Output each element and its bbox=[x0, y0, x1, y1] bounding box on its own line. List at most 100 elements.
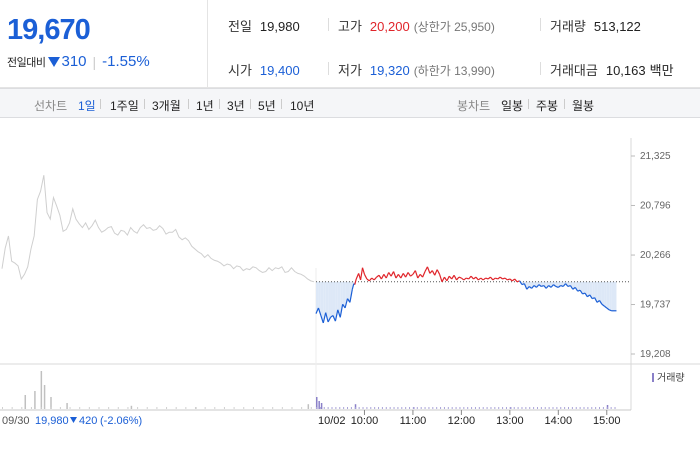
period-5y[interactable]: 5년 bbox=[258, 99, 276, 113]
today-line-segment bbox=[538, 284, 542, 287]
today-line-segment bbox=[555, 285, 559, 288]
volume-bar bbox=[389, 407, 391, 409]
volume-bar bbox=[358, 407, 360, 409]
divider bbox=[328, 18, 329, 31]
volume-bar bbox=[272, 407, 274, 409]
period-1d[interactable]: 1일 bbox=[78, 99, 96, 113]
volume-bar bbox=[420, 407, 422, 409]
candle-chart-label: 봉차트 bbox=[457, 99, 491, 113]
today-line-segment bbox=[526, 286, 530, 290]
period-3y[interactable]: 3년 bbox=[227, 99, 245, 113]
volume-bar bbox=[362, 407, 364, 409]
volume-bar bbox=[591, 407, 593, 409]
below-reference-area bbox=[577, 281, 581, 292]
prev-day-close: 19,980 bbox=[35, 415, 69, 427]
period-monthly[interactable]: 월봉 bbox=[572, 99, 595, 113]
volume-bar bbox=[59, 407, 61, 409]
stat-label: 시가 bbox=[228, 63, 252, 78]
x-tick-label: 15:00 bbox=[593, 415, 621, 427]
today-line-segment bbox=[468, 275, 472, 280]
today-line-segment bbox=[410, 273, 414, 277]
volume-bar bbox=[252, 407, 254, 409]
volume-bar bbox=[525, 407, 527, 409]
volume-bar bbox=[575, 407, 577, 409]
volume-bar bbox=[343, 407, 345, 409]
today-line-segment bbox=[485, 277, 489, 280]
below-reference-area bbox=[534, 281, 537, 288]
below-reference-area bbox=[609, 281, 612, 311]
intraday-chart[interactable]: 21,325 20,796 20,266 19,737 19,208 10:00 11:0… bbox=[0, 118, 700, 450]
y-tick-label: 19,737 bbox=[640, 300, 671, 311]
prev-day-rate: (-2.06%) bbox=[100, 415, 142, 427]
below-reference-area bbox=[604, 281, 607, 308]
period-3m[interactable]: 3개월 bbox=[152, 99, 181, 113]
today-line-segment bbox=[378, 274, 382, 280]
today-line-segment bbox=[531, 285, 535, 289]
stat-label: 전일 bbox=[228, 19, 252, 34]
today-line-segment bbox=[521, 283, 525, 286]
volume-bar bbox=[587, 407, 589, 409]
divider bbox=[564, 99, 565, 109]
volume-bars bbox=[2, 371, 616, 409]
volume-bar bbox=[130, 405, 133, 409]
today-line-segment bbox=[511, 278, 516, 282]
volume-bar bbox=[455, 407, 457, 409]
volume-bar bbox=[490, 407, 492, 409]
today-line-segment bbox=[359, 267, 364, 281]
volume-bar bbox=[568, 407, 569, 409]
volume-bar bbox=[471, 407, 473, 409]
volume-bar bbox=[185, 407, 187, 409]
volume-bar bbox=[474, 407, 476, 409]
volume-bar bbox=[401, 407, 403, 409]
stat-label: 거래대금 bbox=[550, 63, 598, 78]
divider bbox=[219, 99, 220, 109]
today-line-segment bbox=[579, 289, 584, 295]
period-toolbar: 선차트 1일 1주일 3개월 1년 3년 5년 10년 봉차트 일봉 주봉 월봉 bbox=[0, 88, 700, 118]
volume-bar bbox=[385, 407, 387, 409]
volume-bar bbox=[378, 407, 380, 409]
volume-bar bbox=[463, 407, 465, 409]
x-axis-ticks: 10:00 11:00 12:00 13:00 14:00 15:00 bbox=[351, 410, 621, 427]
today-line-segment bbox=[533, 285, 537, 288]
today-line-segment bbox=[434, 269, 438, 276]
divider bbox=[328, 62, 329, 75]
volume-bar bbox=[79, 407, 81, 409]
stat-unit: 백만 bbox=[649, 63, 674, 78]
x-tick-label: 11:00 bbox=[400, 415, 427, 427]
x-tick-label: 14:00 bbox=[545, 415, 573, 427]
volume-bar bbox=[347, 407, 349, 409]
today-line-segment bbox=[414, 270, 419, 279]
volume-bar bbox=[397, 407, 399, 409]
volume-bar bbox=[204, 407, 206, 409]
today-line-segment bbox=[431, 270, 436, 276]
volume-bar bbox=[318, 401, 320, 409]
period-10y[interactable]: 10년 bbox=[290, 99, 315, 113]
today-line-segment bbox=[475, 276, 479, 281]
volume-bar bbox=[610, 407, 612, 409]
below-reference-area bbox=[558, 281, 561, 288]
period-weekly[interactable]: 주봉 bbox=[536, 99, 559, 113]
volume-bar bbox=[540, 407, 542, 409]
volume-bar bbox=[281, 407, 283, 409]
volume-bar bbox=[583, 407, 585, 409]
period-1w[interactable]: 1주일 bbox=[110, 99, 139, 113]
today-line-segment bbox=[397, 273, 402, 279]
today-line-segment bbox=[598, 300, 603, 305]
volume-bar bbox=[166, 407, 168, 409]
volume-bar bbox=[43, 385, 46, 409]
volume-bar bbox=[602, 407, 604, 409]
today-line-segment bbox=[361, 267, 366, 275]
period-1y[interactable]: 1년 bbox=[196, 99, 214, 113]
period-daily[interactable]: 일봉 bbox=[501, 99, 524, 113]
today-line-segment bbox=[492, 277, 496, 281]
below-reference-area bbox=[592, 281, 595, 299]
today-line-segment bbox=[443, 276, 448, 282]
volume-bar bbox=[88, 407, 90, 409]
today-line-segment bbox=[371, 277, 375, 281]
volume-bar bbox=[354, 407, 356, 409]
today-line-segment bbox=[601, 303, 605, 307]
divider bbox=[281, 99, 282, 109]
today-line-segment bbox=[446, 275, 450, 282]
divider bbox=[188, 99, 189, 109]
volume-bar bbox=[548, 407, 550, 409]
